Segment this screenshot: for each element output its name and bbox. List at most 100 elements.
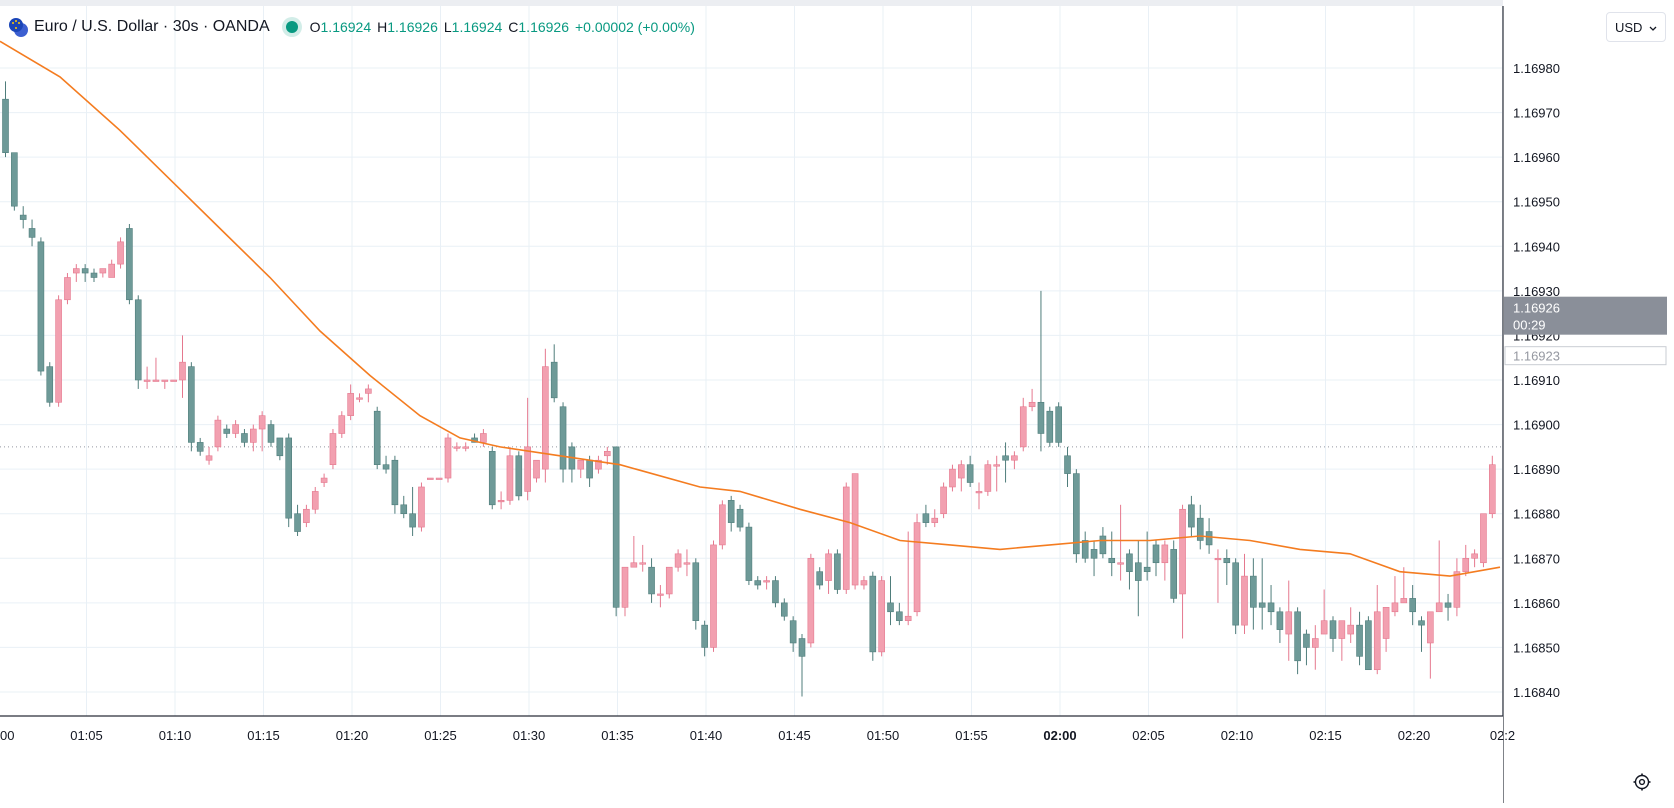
close-label: C: [508, 19, 519, 35]
candle: [763, 576, 770, 590]
y-tick-label: 1.16890: [1513, 462, 1560, 477]
candle-body: [64, 277, 71, 301]
candle: [1471, 549, 1478, 568]
eur-usd-flag-icon[interactable]: [8, 17, 28, 37]
candle-body: [524, 446, 531, 492]
x-tick-label: 02:15: [1309, 728, 1342, 743]
candle: [453, 442, 461, 452]
candle-body: [621, 566, 629, 608]
y-tick-label: 1.16900: [1513, 418, 1560, 433]
high-label: H: [377, 19, 388, 35]
candle-body: [356, 397, 363, 400]
candle-body: [205, 455, 213, 461]
candle-body: [400, 504, 408, 515]
candle-body: [1267, 602, 1275, 613]
candle: [188, 362, 195, 452]
candle: [1294, 607, 1301, 675]
candle-body: [1427, 611, 1434, 644]
candle: [1205, 518, 1213, 554]
candle-body: [612, 446, 620, 608]
time-axis-bg: [0, 716, 1503, 803]
candle-body: [595, 459, 602, 470]
candle: [506, 446, 514, 505]
candle: [966, 455, 974, 487]
candle: [329, 429, 337, 470]
settings-button[interactable]: [1626, 768, 1658, 800]
currency-selector[interactable]: USD: [1606, 12, 1666, 42]
candle: [64, 273, 71, 305]
candle: [1126, 549, 1133, 590]
candle: [205, 446, 213, 465]
candle: [577, 459, 585, 479]
candle-body: [1214, 557, 1222, 561]
candle-body: [966, 464, 974, 483]
candle-body: [1294, 611, 1301, 662]
candle-body: [736, 508, 744, 528]
candle-body: [2, 98, 9, 153]
low-value: 1.16924: [451, 19, 503, 35]
candle-body: [913, 522, 921, 613]
candle-body: [922, 513, 930, 523]
x-tick-label: 02:10: [1221, 728, 1254, 743]
candle-body: [603, 451, 611, 457]
candle: [126, 224, 133, 305]
candle: [1435, 540, 1443, 613]
candle-body: [949, 468, 956, 488]
candle-body: [99, 268, 107, 274]
x-tick-label: 02:05: [1132, 728, 1165, 743]
candle: [214, 415, 222, 452]
candle: [1037, 290, 1045, 452]
countdown-text: 00:29: [1513, 318, 1546, 333]
candle: [745, 522, 753, 586]
candle: [887, 576, 894, 626]
candle-body: [258, 415, 266, 430]
candle-body: [311, 491, 319, 510]
candle-body: [1471, 553, 1478, 559]
candle: [1117, 504, 1124, 581]
candle: [1179, 504, 1186, 639]
candle: [683, 549, 691, 577]
candle: [904, 531, 912, 626]
candle-body: [1400, 598, 1408, 604]
candle-body: [81, 268, 89, 274]
y-tick-label: 1.16940: [1513, 239, 1560, 254]
candle-body: [196, 442, 204, 452]
candle: [524, 397, 531, 501]
open-label: O: [309, 19, 321, 35]
candle-body: [55, 299, 62, 403]
candle: [993, 455, 1001, 492]
candle: [223, 424, 231, 438]
candle: [241, 429, 248, 447]
candle-body: [1205, 531, 1213, 546]
candle: [1427, 611, 1434, 679]
candle: [621, 566, 629, 617]
symbol-title[interactable]: Euro / U.S. Dollar · 30s · OANDA: [34, 18, 270, 35]
y-tick-label: 1.16910: [1513, 373, 1560, 388]
candle: [639, 544, 647, 572]
y-tick-label: 1.16980: [1513, 61, 1560, 76]
candle-body: [1019, 406, 1027, 448]
candle: [922, 504, 930, 528]
candle-body: [931, 517, 939, 523]
candle-body: [1365, 620, 1372, 671]
candle-body: [1435, 602, 1443, 613]
candle: [117, 237, 124, 269]
candle: [657, 585, 664, 608]
x-tick-label: 02:20: [1398, 728, 1431, 743]
candle-body: [161, 379, 169, 382]
candle-body: [179, 361, 186, 381]
candle: [1480, 513, 1487, 568]
candle-body: [1002, 455, 1009, 461]
candle: [612, 446, 620, 617]
candle: [984, 460, 992, 496]
candle: [568, 442, 576, 483]
candle: [81, 264, 89, 282]
candle-body: [241, 433, 248, 443]
candle: [559, 402, 567, 483]
candle-body: [462, 446, 470, 449]
candle-body: [108, 263, 115, 278]
candle-body: [409, 513, 416, 528]
candle-body: [1099, 535, 1107, 555]
